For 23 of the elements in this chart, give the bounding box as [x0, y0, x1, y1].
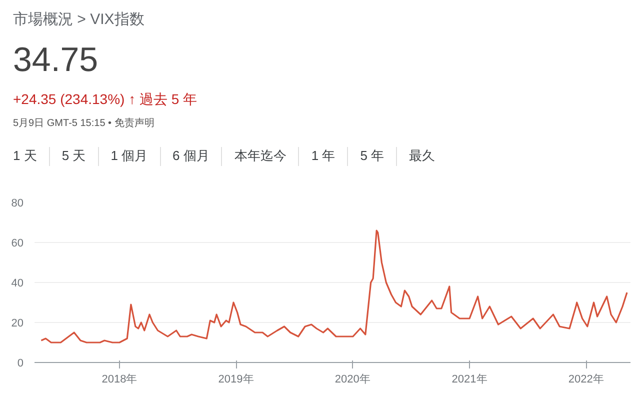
- x-tick-label: 2018年: [102, 374, 138, 386]
- text: +24.35 (234.13%) ↑ 過去 5 年: [13, 90, 198, 109]
- x-tick-label: 2021年: [452, 374, 488, 386]
- text: 本年迄今: [221, 147, 298, 166]
- x-tick-label: 2022年: [568, 374, 604, 386]
- y-tick-label: 20: [11, 318, 24, 330]
- text: 5月9日 GMT-5 15:15 • 免责声明: [13, 116, 156, 131]
- line-series: [40, 230, 628, 344]
- y-tick-label: 60: [11, 238, 24, 250]
- text: 1 個月: [98, 147, 160, 166]
- text: 6 個月: [160, 147, 222, 166]
- text: 最久: [396, 147, 448, 166]
- chart-title: 市場概況 > VIX指数: [13, 10, 146, 30]
- text: 5 年: [347, 147, 396, 166]
- x-tick-label: 2020年: [334, 374, 370, 386]
- x-tick-label: 2019年: [218, 374, 254, 386]
- y-tick-label: 80: [11, 198, 24, 210]
- y-tick-label: 0: [17, 358, 24, 370]
- text: 5 天: [48, 147, 98, 166]
- text: 1 年: [298, 147, 348, 166]
- text: 1 天: [12, 147, 38, 166]
- chart-subtitle: 34.75: [13, 40, 100, 82]
- y-tick-label: 40: [11, 278, 24, 290]
